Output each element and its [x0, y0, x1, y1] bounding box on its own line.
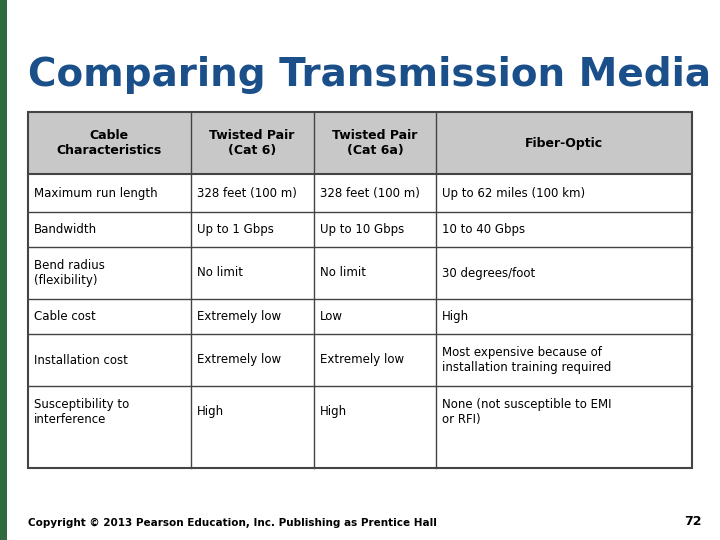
Text: 328 feet (100 m): 328 feet (100 m)	[320, 186, 419, 199]
Text: Comparing Transmission Media: Comparing Transmission Media	[28, 56, 711, 94]
Bar	[28, 334, 692, 386]
Text: No limit: No limit	[320, 267, 366, 280]
Text: 10 to 40 Gbps: 10 to 40 Gbps	[442, 223, 526, 236]
Text: Low: Low	[320, 310, 343, 323]
Text: High: High	[197, 406, 224, 419]
Text: Extremely low: Extremely low	[197, 354, 281, 367]
Bar	[28, 212, 692, 247]
Bar	[28, 299, 692, 334]
Text: Extremely low: Extremely low	[320, 354, 404, 367]
Text: Cable
Characteristics: Cable Characteristics	[57, 129, 162, 157]
Bar	[0, 0, 7, 540]
Text: No limit: No limit	[197, 267, 243, 280]
Text: Maximum run length: Maximum run length	[34, 186, 158, 199]
Text: High: High	[320, 406, 346, 419]
Text: Fiber-Optic: Fiber-Optic	[525, 137, 603, 150]
Text: Up to 10 Gbps: Up to 10 Gbps	[320, 223, 404, 236]
Text: Susceptibility to
interference: Susceptibility to interference	[34, 398, 130, 426]
Text: Cable cost: Cable cost	[34, 310, 96, 323]
Text: Extremely low: Extremely low	[197, 310, 281, 323]
Text: 30 degrees/foot: 30 degrees/foot	[442, 267, 536, 280]
Text: Twisted Pair
(Cat 6): Twisted Pair (Cat 6)	[210, 129, 294, 157]
Text: High: High	[442, 310, 469, 323]
Text: Installation cost: Installation cost	[34, 354, 128, 367]
Bar	[28, 174, 692, 212]
Text: Up to 1 Gbps: Up to 1 Gbps	[197, 223, 274, 236]
Text: 328 feet (100 m): 328 feet (100 m)	[197, 186, 297, 199]
Bar	[28, 247, 692, 299]
Text: Copyright © 2013 Pearson Education, Inc. Publishing as Prentice Hall: Copyright © 2013 Pearson Education, Inc.…	[28, 518, 437, 528]
Text: Bandwidth: Bandwidth	[34, 223, 97, 236]
Text: None (not susceptible to EMI
or RFI): None (not susceptible to EMI or RFI)	[442, 398, 612, 426]
Text: Bend radius
(flexibility): Bend radius (flexibility)	[34, 259, 105, 287]
Text: Most expensive because of
installation training required: Most expensive because of installation t…	[442, 346, 612, 374]
Bar	[28, 112, 692, 468]
Text: Up to 62 miles (100 km): Up to 62 miles (100 km)	[442, 186, 585, 199]
Text: 72: 72	[685, 515, 702, 528]
Bar	[28, 112, 692, 174]
Text: Twisted Pair
(Cat 6a): Twisted Pair (Cat 6a)	[332, 129, 418, 157]
Bar	[28, 386, 692, 438]
